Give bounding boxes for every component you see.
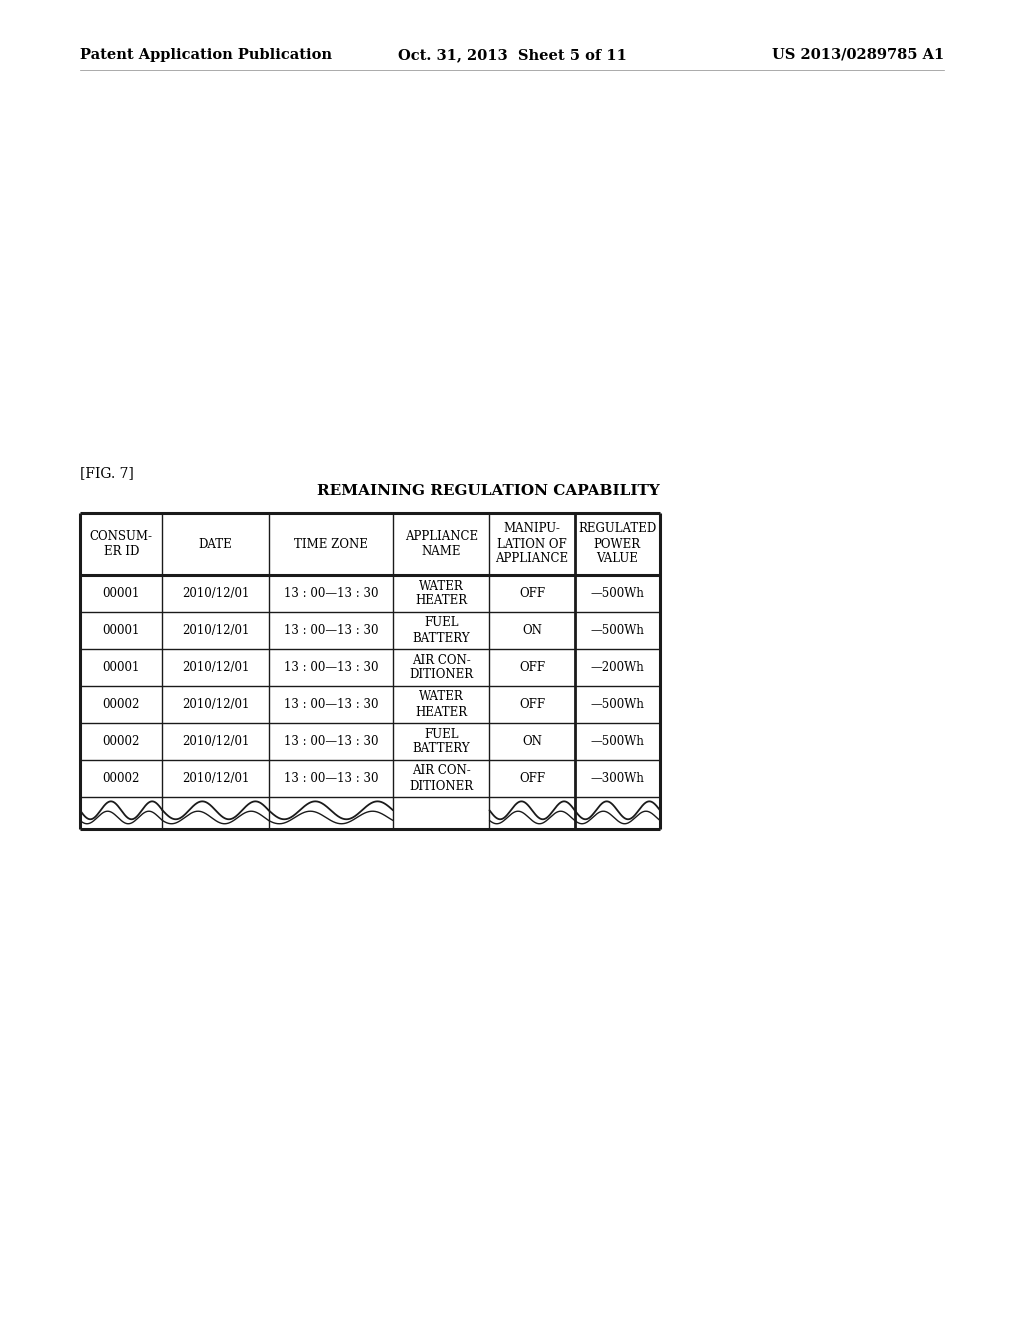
Text: 2010/12/01: 2010/12/01 — [182, 772, 249, 785]
Text: OFF: OFF — [519, 587, 545, 601]
Text: REGULATED
POWER
VALUE: REGULATED POWER VALUE — [579, 523, 656, 565]
Text: US 2013/0289785 A1: US 2013/0289785 A1 — [772, 48, 944, 62]
Text: 2010/12/01: 2010/12/01 — [182, 661, 249, 675]
Text: 2010/12/01: 2010/12/01 — [182, 698, 249, 711]
Text: 00001: 00001 — [102, 661, 140, 675]
Text: 13 : 00—13 : 30: 13 : 00—13 : 30 — [284, 735, 378, 748]
Text: DATE: DATE — [199, 537, 232, 550]
Text: OFF: OFF — [519, 772, 545, 785]
Text: 13 : 00—13 : 30: 13 : 00—13 : 30 — [284, 624, 378, 638]
Text: 00002: 00002 — [102, 772, 140, 785]
Text: 2010/12/01: 2010/12/01 — [182, 624, 249, 638]
Text: 00002: 00002 — [102, 735, 140, 748]
Text: —300Wh: —300Wh — [591, 772, 644, 785]
Text: FUEL
BATTERY: FUEL BATTERY — [413, 727, 470, 755]
Text: FUEL
BATTERY: FUEL BATTERY — [413, 616, 470, 644]
Text: MANIPU-
LATION OF
APPLIANCE: MANIPU- LATION OF APPLIANCE — [496, 523, 568, 565]
Text: OFF: OFF — [519, 698, 545, 711]
Text: 00002: 00002 — [102, 698, 140, 711]
Text: TIME ZONE: TIME ZONE — [294, 537, 368, 550]
Text: OFF: OFF — [519, 661, 545, 675]
Text: 2010/12/01: 2010/12/01 — [182, 735, 249, 748]
Text: 00001: 00001 — [102, 587, 140, 601]
Text: —500Wh: —500Wh — [591, 624, 644, 638]
Text: —500Wh: —500Wh — [591, 587, 644, 601]
Text: WATER
HEATER: WATER HEATER — [415, 690, 467, 718]
Text: 13 : 00—13 : 30: 13 : 00—13 : 30 — [284, 661, 378, 675]
Text: 2010/12/01: 2010/12/01 — [182, 587, 249, 601]
Text: AIR CON-
DITIONER: AIR CON- DITIONER — [410, 764, 473, 792]
Text: WATER
HEATER: WATER HEATER — [415, 579, 467, 607]
Text: Oct. 31, 2013  Sheet 5 of 11: Oct. 31, 2013 Sheet 5 of 11 — [397, 48, 627, 62]
Text: ON: ON — [522, 624, 542, 638]
Text: —200Wh: —200Wh — [591, 661, 644, 675]
Text: 00001: 00001 — [102, 624, 140, 638]
Text: Patent Application Publication: Patent Application Publication — [80, 48, 332, 62]
Text: AIR CON-
DITIONER: AIR CON- DITIONER — [410, 653, 473, 681]
Text: REMAINING REGULATION CAPABILITY: REMAINING REGULATION CAPABILITY — [317, 484, 660, 498]
Text: APPLIANCE
NAME: APPLIANCE NAME — [404, 531, 478, 558]
Text: 13 : 00—13 : 30: 13 : 00—13 : 30 — [284, 698, 378, 711]
Text: 13 : 00—13 : 30: 13 : 00—13 : 30 — [284, 587, 378, 601]
Text: ON: ON — [522, 735, 542, 748]
Text: [FIG. 7]: [FIG. 7] — [80, 466, 134, 480]
Text: CONSUM-
ER ID: CONSUM- ER ID — [90, 531, 153, 558]
Text: —500Wh: —500Wh — [591, 735, 644, 748]
Text: 13 : 00—13 : 30: 13 : 00—13 : 30 — [284, 772, 378, 785]
Text: —500Wh: —500Wh — [591, 698, 644, 711]
